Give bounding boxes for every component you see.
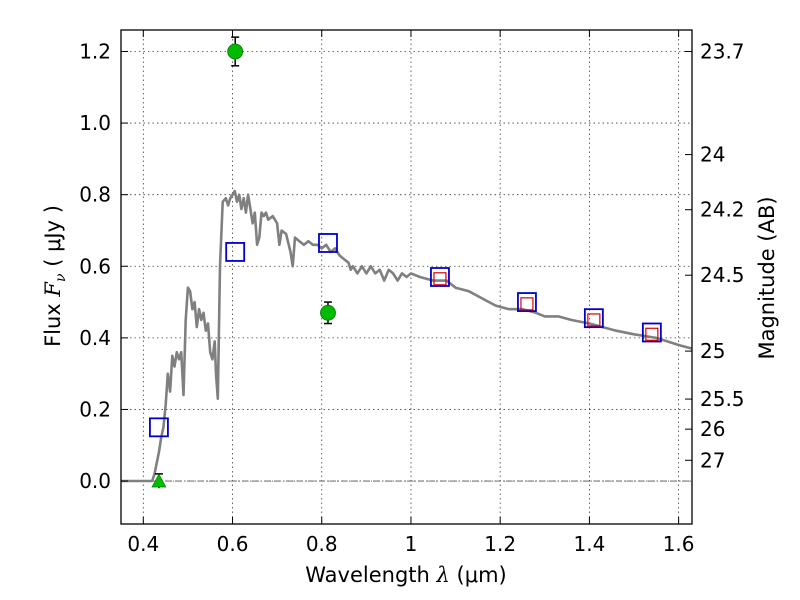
observed-optical-circle [227,43,244,60]
plot-frame [120,29,693,525]
x-tick-label: 1 [405,532,418,556]
data-points-layer [149,36,662,489]
model-band-square [318,233,338,253]
x-tick-label: 1.4 [573,532,605,556]
x-tick-label: 1.6 [663,532,695,556]
y-tick-label: 0.4 [79,326,111,350]
magnitude-tick-label: 26 [700,417,725,441]
x-axis-label: Wavelength λ (μm) [305,563,506,587]
y-tick-label: 0.8 [79,183,111,207]
magnitude-tick-label: 27 [700,448,725,472]
y-tick-label: 0.6 [79,254,111,278]
x-tick-label: 0.6 [217,532,249,556]
x-tick-label: 0.4 [127,532,159,556]
model-band-square [641,322,662,343]
axis-ticks: 0.4 0.6 0.8 1 1.2 1.4 1.6 0.0 0.2 0.4 0.6 0.8 1.0 1.2… [79,30,745,556]
magnitude-axis-label: Magnitude (AB) [755,196,779,359]
magnitude-tick-label: 24.2 [700,198,745,222]
magnitude-tick-label: 25.5 [700,387,745,411]
model-band-square [517,292,537,312]
sed-model-curve [121,189,693,483]
observed-optical-circle [320,304,336,321]
model-band-square [430,267,450,287]
y-tick-label: 1.2 [79,39,111,63]
y-axis-label: Flux Fν ( μJy ) [41,205,69,347]
y-tick-label: 0.2 [79,397,111,421]
model-band-square [583,308,604,329]
observed-ir-square [433,272,447,286]
magnitude-tick-label: 25 [700,339,725,363]
sed-model-layer [121,189,693,483]
x-tick-label: 0.8 [306,532,338,556]
magnitude-tick-label: 23.7 [700,39,745,63]
y-tick-label: 1.0 [79,111,111,135]
model-band-square [225,242,246,262]
model-band-square [149,417,169,438]
observed-ir-square [645,327,659,341]
upper-limit-triangle [151,473,167,488]
magnitude-tick-label: 24.5 [700,263,745,287]
observed-ir-square [520,297,534,311]
magnitude-tick-label: 24 [700,143,725,167]
x-tick-label: 1.2 [484,532,516,556]
y-tick-label: 0.0 [79,469,111,493]
observed-ir-square [587,313,601,327]
grid [121,30,692,524]
